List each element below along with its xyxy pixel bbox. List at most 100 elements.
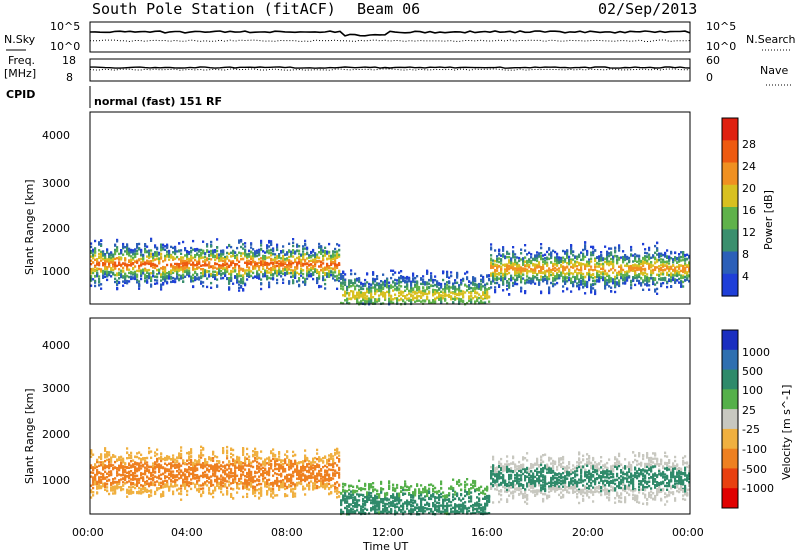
scatter-cell — [570, 244, 573, 248]
scatter-cell — [90, 466, 93, 469]
scatter-cell — [652, 264, 655, 267]
scatter-cell — [320, 261, 323, 264]
scatter-cell — [104, 488, 107, 491]
scatter-cell — [128, 490, 131, 494]
scatter-cell — [658, 258, 661, 262]
scatter-cell — [634, 283, 637, 287]
scatter-cell — [664, 277, 667, 280]
scatter-cell — [384, 297, 387, 300]
scatter-cell — [120, 269, 123, 272]
scatter-cell — [314, 264, 317, 268]
scatter-cell — [426, 270, 429, 274]
scatter-cell — [302, 269, 305, 272]
scatter-cell — [390, 300, 393, 303]
scatter-cell — [260, 278, 263, 281]
scatter-cell — [536, 273, 539, 277]
scatter-cell — [104, 477, 107, 480]
scatter-cell — [278, 271, 281, 275]
scatter-cell — [356, 300, 359, 303]
scatter-cell — [162, 265, 165, 269]
scatter-cell — [656, 249, 659, 252]
velocity-panel: 4000 3000 2000 1000 Slant Range [km] 100… — [23, 317, 793, 516]
scatter-cell — [226, 251, 229, 255]
scatter-cell — [614, 284, 617, 288]
scatter-cell — [154, 258, 157, 261]
scatter-cell — [500, 265, 503, 268]
scatter-cell — [672, 278, 675, 282]
scatter-cell — [338, 244, 341, 247]
scatter-cell — [668, 262, 671, 265]
scatter-cell — [196, 262, 199, 266]
scatter-cell — [392, 298, 395, 301]
scatter-cell — [100, 239, 103, 242]
scatter-cell — [660, 277, 663, 280]
scatter-cell — [138, 457, 141, 460]
scatter-cell — [126, 275, 129, 278]
scatter-cell — [682, 285, 685, 288]
scatter-cell — [578, 280, 581, 284]
scatter-cell — [194, 268, 197, 271]
scatter-cell — [668, 278, 671, 281]
scatter-cell — [672, 258, 675, 261]
scatter-cell — [670, 250, 673, 254]
scatter-cell — [128, 275, 131, 279]
scatter-cell — [684, 275, 687, 279]
scatter-cell — [206, 263, 209, 267]
scatter-cell — [676, 272, 679, 275]
scatter-cell — [190, 277, 193, 280]
scatter-cell — [634, 258, 637, 261]
scatter-cell — [380, 290, 383, 294]
scatter-cell — [642, 272, 645, 275]
scatter-cell — [584, 263, 587, 266]
scatter-cell — [256, 249, 259, 252]
scatter-cell — [144, 483, 147, 486]
scatter-cell — [316, 259, 319, 263]
scatter-cell — [334, 266, 337, 269]
scatter-cell — [302, 281, 305, 284]
scatter-cell — [196, 277, 199, 280]
scatter-cell — [352, 295, 355, 298]
scatter-cell — [246, 265, 249, 269]
scatter-cell — [514, 281, 517, 284]
scatter-cell — [314, 261, 317, 264]
scatter-cell — [652, 254, 655, 257]
scatter-cell — [350, 272, 353, 276]
scatter-cell — [460, 281, 463, 284]
scatter-cell — [526, 268, 529, 272]
scatter-cell — [534, 256, 537, 260]
scatter-cell — [134, 277, 137, 281]
scatter-cell — [436, 291, 439, 294]
scatter-cell — [224, 267, 227, 270]
scatter-cell — [130, 470, 133, 473]
scatter-cell — [98, 277, 101, 281]
scatter-cell — [216, 272, 219, 275]
scatter-cell — [228, 265, 231, 268]
scatter-cell — [314, 270, 317, 273]
scatter-cell — [398, 278, 401, 281]
scatter-cell — [144, 250, 147, 254]
scatter-cell — [624, 278, 627, 282]
scatter-cell — [596, 261, 599, 265]
scatter-cell — [444, 297, 447, 301]
scatter-cell — [242, 276, 245, 279]
scatter-cell — [152, 259, 155, 262]
scatter-cell — [682, 267, 685, 270]
scatter-cell — [260, 282, 263, 285]
scatter-cell — [364, 300, 367, 303]
scatter-cell — [560, 257, 563, 260]
scatter-cell — [614, 275, 617, 279]
scatter-cell — [610, 268, 613, 271]
scatter-cell — [340, 284, 343, 287]
scatter-cell — [534, 268, 537, 271]
scatter-cell — [644, 257, 647, 260]
scatter-cell — [114, 273, 117, 277]
scatter-cell — [398, 287, 401, 290]
scatter-cell — [132, 482, 135, 486]
scatter-cell — [314, 253, 317, 256]
scatter-cell — [358, 293, 361, 296]
scatter-cell — [334, 258, 337, 262]
scatter-cell — [310, 259, 313, 262]
scatter-cell — [538, 263, 541, 266]
scatter-cell — [192, 256, 195, 260]
scatter-cell — [658, 273, 661, 277]
